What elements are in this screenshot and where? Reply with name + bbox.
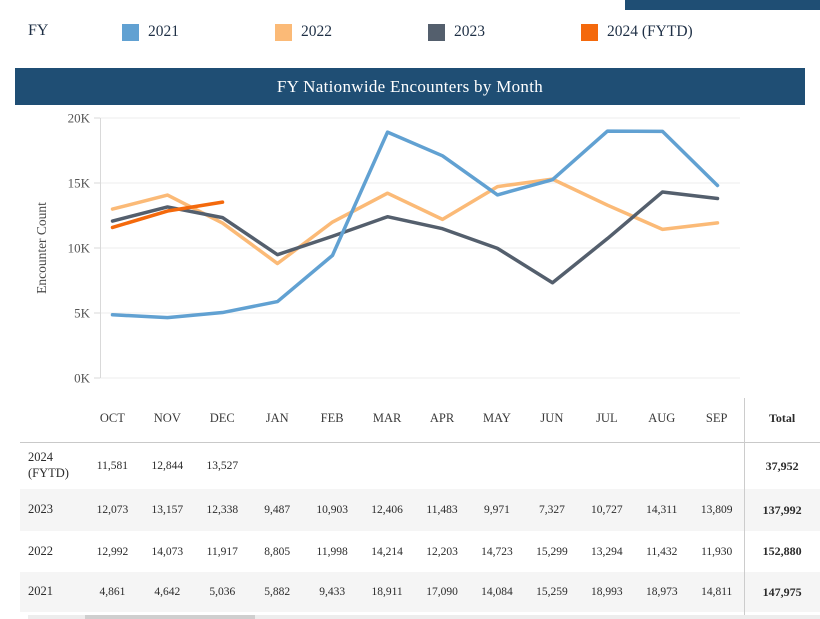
total-cell: 147,975 bbox=[762, 584, 802, 599]
value-cell: 14,073 bbox=[151, 545, 184, 558]
column-header-dec: DEC bbox=[209, 411, 235, 425]
table-row-2023: 2023 12,073 13,157 12,338 9,487 10,903 12,406 1… bbox=[20, 489, 820, 531]
row-label: 2021 bbox=[28, 584, 53, 599]
top-right-partial-button[interactable] bbox=[625, 0, 820, 10]
value-cell: 13,527 bbox=[206, 460, 239, 472]
value-cell: 9,433 bbox=[319, 586, 346, 598]
table-header-row: OCT NOV DEC JAN FEB MAR APR MAY JUN JUL AUG SEP Tota… bbox=[20, 395, 820, 443]
value-cell: 13,809 bbox=[700, 504, 733, 516]
value-cell: 12,844 bbox=[151, 460, 184, 472]
row-label: 2022 bbox=[28, 543, 53, 558]
value-cell: 5,036 bbox=[209, 586, 236, 598]
legend-title: FY bbox=[28, 22, 49, 39]
value-cell: 12,073 bbox=[96, 504, 129, 516]
value-cell: 14,214 bbox=[371, 545, 403, 558]
value-cell: 18,973 bbox=[645, 586, 678, 598]
value-cell: 12,203 bbox=[426, 545, 458, 558]
table-row-2022: 2022 12,992 14,073 11,917 8,805 11,998 14,214 1… bbox=[20, 531, 820, 572]
line-series-2021 bbox=[110, 129, 720, 320]
table-row-2024: 2024 (FYTD) 11,581 12,844 13,527 37,952 bbox=[20, 443, 820, 489]
column-header-oct: OCT bbox=[99, 411, 125, 425]
value-cell: 17,090 bbox=[426, 586, 458, 598]
line-series-2023 bbox=[110, 190, 720, 285]
value-cell: 9,971 bbox=[484, 504, 510, 516]
legend: FY 2021 2022 2023 2024 (FYTD) bbox=[0, 18, 820, 46]
value-cell: 4,642 bbox=[154, 586, 181, 598]
legend-swatch-icon bbox=[581, 23, 598, 41]
chart-title-banner: FY Nationwide Encounters by Month bbox=[15, 68, 805, 105]
value-cell: 7,327 bbox=[538, 504, 565, 516]
legend-swatch-icon bbox=[122, 23, 139, 41]
legend-item-label: 2022 bbox=[301, 23, 332, 40]
value-cell: 13,157 bbox=[151, 504, 184, 516]
legend-item-2021[interactable]: 2021 bbox=[122, 20, 179, 44]
value-cell: 11,581 bbox=[96, 460, 128, 472]
column-header-mar: MAR bbox=[372, 411, 402, 425]
y-tick-label: 0K bbox=[74, 371, 91, 386]
legend-item-2024-fytd-[interactable]: 2024 (FYTD) bbox=[581, 20, 693, 44]
line-series-2024-fytd- bbox=[110, 200, 225, 230]
value-cell: 12,338 bbox=[206, 504, 239, 516]
legend-item-label: 2021 bbox=[148, 23, 179, 40]
value-cell: 5,882 bbox=[264, 586, 291, 598]
value-cell: 4,861 bbox=[99, 586, 126, 598]
value-cell: 11,930 bbox=[701, 545, 733, 558]
total-cell: 37,952 bbox=[765, 458, 799, 473]
scrollbar-thumb[interactable] bbox=[85, 615, 255, 619]
column-header-jun: JUN bbox=[540, 411, 564, 425]
legend-item-2022[interactable]: 2022 bbox=[275, 20, 332, 44]
column-header-jan: JAN bbox=[265, 411, 289, 425]
y-tick-label: 5K bbox=[74, 306, 91, 321]
chart-title: FY Nationwide Encounters by Month bbox=[276, 76, 544, 96]
total-cell: 152,880 bbox=[762, 544, 802, 558]
legend-swatch-icon bbox=[428, 23, 445, 41]
encounters-line-chart[interactable]: 0K 5K 10K 15K 20K Encounter Count bbox=[0, 105, 820, 395]
value-cell: 10,727 bbox=[591, 504, 623, 516]
value-cell: 15,259 bbox=[536, 586, 568, 598]
column-header-nov: NOV bbox=[153, 411, 181, 425]
y-tick-label: 10K bbox=[68, 241, 91, 256]
value-cell: 14,723 bbox=[481, 545, 513, 558]
column-header-apr: APR bbox=[429, 411, 455, 425]
total-cell: 137,992 bbox=[762, 502, 802, 517]
total-column-divider bbox=[744, 398, 745, 615]
legend-item-2023[interactable]: 2023 bbox=[428, 20, 485, 44]
y-axis-title: Encounter Count bbox=[34, 202, 49, 294]
column-header-feb: FEB bbox=[320, 411, 344, 425]
encounters-data-table: OCT NOV DEC JAN FEB MAR APR MAY JUN JUL AUG SEP Tota… bbox=[0, 395, 820, 612]
value-cell: 13,294 bbox=[591, 545, 623, 558]
value-cell: 11,998 bbox=[316, 545, 348, 558]
value-cell: 18,993 bbox=[591, 586, 623, 598]
value-cell: 12,406 bbox=[371, 504, 403, 516]
value-cell: 11,483 bbox=[426, 504, 458, 516]
value-cell: 11,432 bbox=[646, 545, 678, 558]
column-header-jul: JUL bbox=[596, 411, 618, 425]
row-label: 2024 (FYTD) bbox=[28, 450, 69, 480]
column-header-sep: SEP bbox=[705, 411, 728, 425]
legend-item-label: 2024 (FYTD) bbox=[607, 23, 693, 40]
line-series-2022 bbox=[110, 177, 720, 266]
column-header-total: Total bbox=[769, 411, 796, 425]
value-cell: 12,992 bbox=[96, 545, 129, 558]
legend-swatch-icon bbox=[275, 23, 292, 41]
value-cell: 10,903 bbox=[316, 504, 348, 516]
value-cell: 14,084 bbox=[481, 586, 513, 598]
legend-item-label: 2023 bbox=[454, 23, 485, 40]
value-cell: 15,299 bbox=[536, 545, 568, 558]
value-cell: 14,811 bbox=[701, 586, 733, 598]
value-cell: 18,911 bbox=[371, 586, 403, 598]
column-header-may: MAY bbox=[482, 411, 511, 425]
y-tick-label: 20K bbox=[68, 111, 91, 126]
value-cell: 11,917 bbox=[206, 545, 238, 558]
column-header-aug: AUG bbox=[648, 411, 676, 425]
horizontal-scrollbar[interactable] bbox=[28, 615, 820, 619]
row-label: 2023 bbox=[28, 502, 53, 517]
y-tick-label: 15K bbox=[68, 176, 91, 191]
value-cell: 8,805 bbox=[264, 545, 291, 558]
value-cell: 9,487 bbox=[264, 504, 291, 516]
table-row-2021: 2021 4,861 4,642 5,036 5,882 9,433 18,911 17,09… bbox=[20, 572, 820, 612]
value-cell: 14,311 bbox=[646, 504, 678, 516]
